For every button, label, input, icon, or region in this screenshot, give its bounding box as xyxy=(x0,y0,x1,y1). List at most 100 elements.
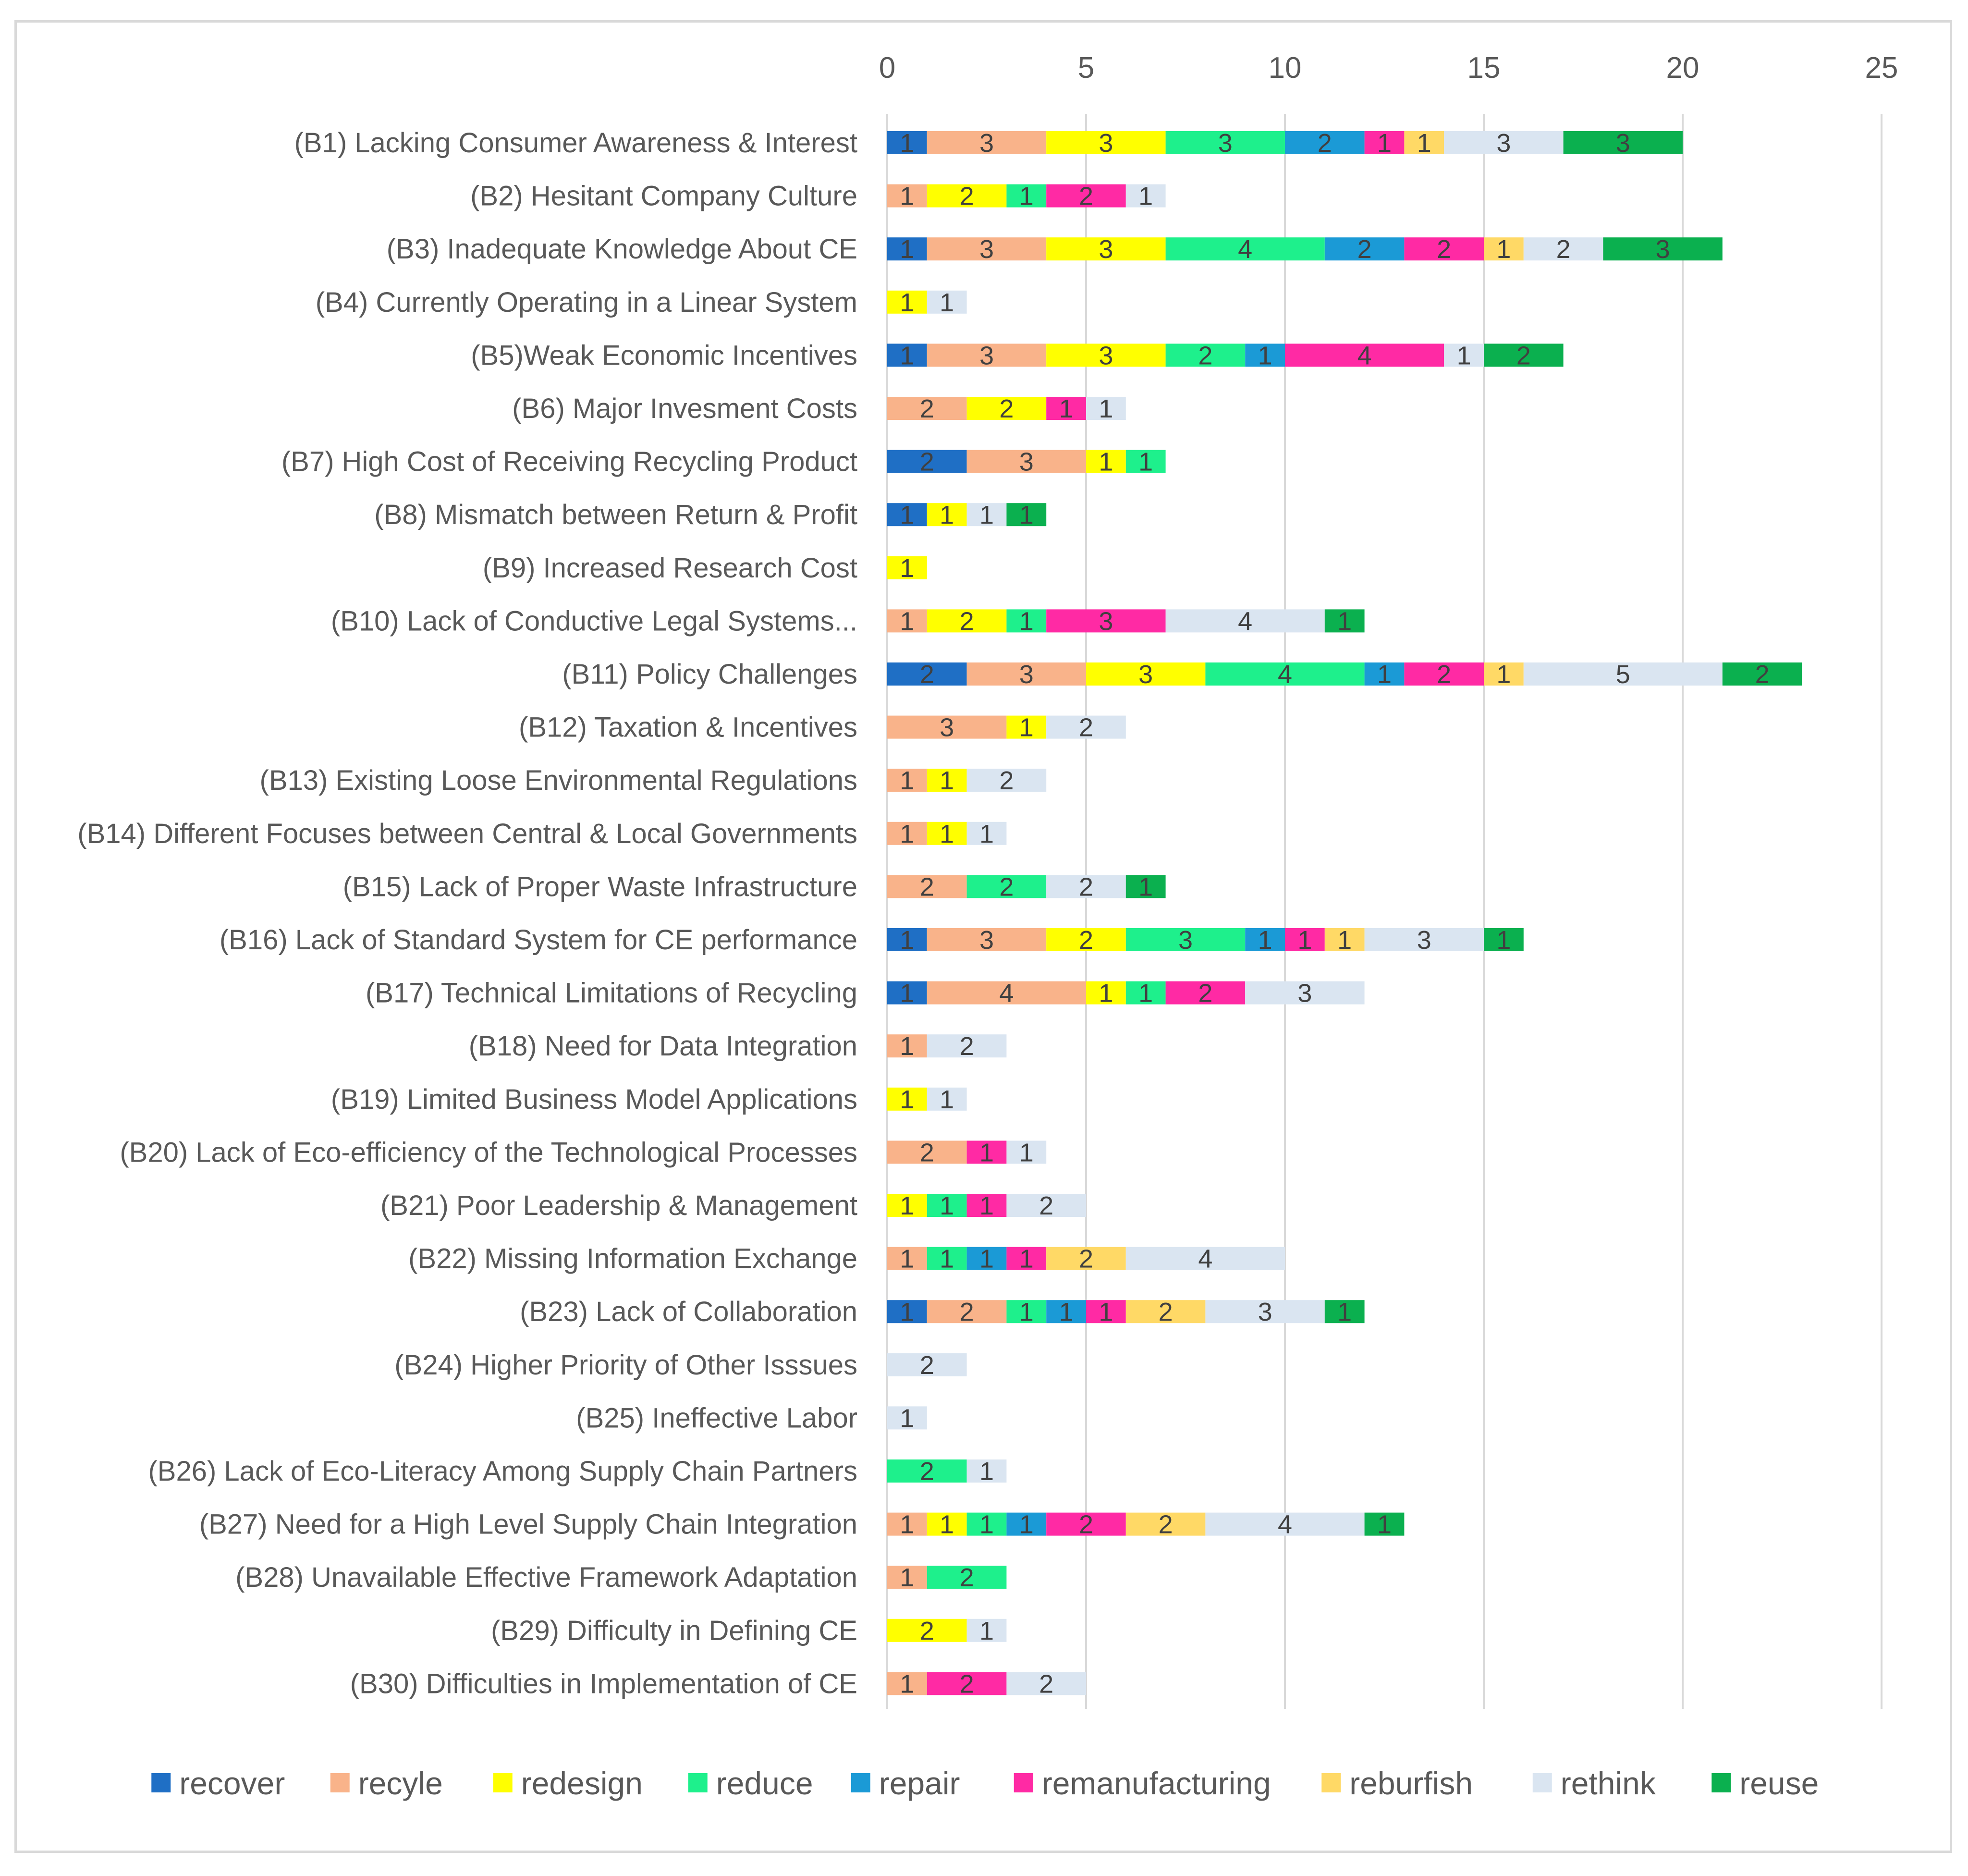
legend-item-repair: repair xyxy=(851,1766,960,1801)
bar-b17-rethink xyxy=(1245,981,1365,1005)
data-label-b9-redesign: 1 xyxy=(900,554,914,583)
data-label-b27-remanufacturing: 2 xyxy=(1079,1510,1093,1539)
bar-b7-redesign xyxy=(1086,450,1126,473)
legend-swatch-redesign xyxy=(493,1773,513,1792)
bar-b3-remanufacturing xyxy=(1404,237,1484,261)
data-label-b5-redesign: 3 xyxy=(1099,341,1113,370)
bar-b22-recyle xyxy=(887,1247,927,1270)
data-label-b16-rethink: 3 xyxy=(1417,926,1431,955)
data-label-b10-reuse: 1 xyxy=(1337,607,1352,636)
data-label-b16-reuse: 1 xyxy=(1496,926,1511,955)
bar-b3-reuse xyxy=(1603,237,1723,261)
legend-label-reduce: reduce xyxy=(716,1766,813,1801)
bar-b2-recyle xyxy=(887,184,927,208)
data-label-b1-rethink: 3 xyxy=(1496,129,1511,158)
data-label-b27-redesign: 1 xyxy=(940,1510,954,1539)
data-label-b3-recover: 1 xyxy=(900,235,914,264)
bar-b11-redesign xyxy=(1086,662,1206,686)
data-label-b16-repair: 1 xyxy=(1258,926,1272,955)
data-label-b4-redesign: 1 xyxy=(900,288,914,317)
bar-b17-remanufacturing xyxy=(1165,981,1246,1005)
bar-b19-rethink xyxy=(927,1087,967,1111)
data-label-b22-reduce: 1 xyxy=(940,1245,954,1274)
bar-b9-redesign xyxy=(887,556,927,579)
bar-b27-repair xyxy=(1006,1512,1047,1536)
bar-b23-remanufacturing xyxy=(1086,1300,1126,1324)
data-label-b25-rethink: 1 xyxy=(900,1404,914,1433)
data-label-b15-reduce: 2 xyxy=(999,872,1014,901)
data-label-b11-recyle: 3 xyxy=(1019,660,1034,689)
bar-b8-recover xyxy=(887,503,927,527)
data-label-b28-recyle: 1 xyxy=(900,1563,914,1592)
legend-swatch-recyle xyxy=(330,1773,350,1792)
bar-b15-reduce xyxy=(966,875,1047,898)
bar-b22-repair xyxy=(966,1247,1007,1270)
bar-b5-rethink xyxy=(1444,343,1484,367)
bar-b10-remanufacturing xyxy=(1046,609,1166,633)
bar-b1-rethink xyxy=(1444,131,1564,154)
bar-b26-rethink xyxy=(966,1459,1007,1483)
data-label-b2-remanufacturing: 2 xyxy=(1079,182,1093,211)
data-label-b3-rethink: 2 xyxy=(1556,235,1571,264)
bar-b11-reburfish xyxy=(1484,662,1524,686)
bar-b5-repair xyxy=(1245,343,1285,367)
data-label-b16-redesign: 2 xyxy=(1079,926,1093,955)
data-label-b30-rethink: 2 xyxy=(1039,1669,1053,1698)
bar-b7-recyle xyxy=(966,450,1086,473)
data-label-b10-rethink: 4 xyxy=(1238,607,1252,636)
category-label-b24: (B24) Higher Priority of Other Isssues xyxy=(394,1349,857,1381)
data-label-b5-rethink: 1 xyxy=(1457,341,1471,370)
bar-b14-redesign xyxy=(927,822,967,845)
data-label-b3-repair: 2 xyxy=(1357,235,1372,264)
bar-b1-repair xyxy=(1285,131,1365,154)
category-label-b30: (B30) Difficulties in Implementation of … xyxy=(350,1668,857,1699)
category-labels: (B1) Lacking Consumer Awareness & Intere… xyxy=(77,127,857,1699)
legend-swatch-rethink xyxy=(1532,1773,1552,1792)
bar-b24-rethink xyxy=(887,1353,967,1376)
bar-b1-reuse xyxy=(1563,131,1683,154)
bar-b10-reuse xyxy=(1324,609,1365,633)
data-label-b18-rethink: 2 xyxy=(960,1032,974,1061)
bar-b1-remanufacturing xyxy=(1364,131,1405,154)
bar-b21-reduce xyxy=(927,1194,967,1217)
bar-b18-recyle xyxy=(887,1034,927,1058)
legend-label-recyle: recyle xyxy=(358,1766,443,1801)
data-label-b16-recyle: 3 xyxy=(979,926,994,955)
legend-swatch-reburfish xyxy=(1321,1773,1341,1792)
category-label-b7: (B7) High Cost of Receiving Recycling Pr… xyxy=(281,446,857,478)
data-label-b11-reduce: 4 xyxy=(1278,660,1292,689)
category-label-b29: (B29) Difficulty in Defining CE xyxy=(491,1615,857,1646)
bar-b23-repair xyxy=(1046,1300,1086,1324)
chart-frame: 0 5 10 15 20 25 (B1) Lacking Consumer Awarene… xyxy=(14,20,1952,1853)
bar-b16-reduce xyxy=(1125,928,1246,951)
bar-b16-recover xyxy=(887,928,927,951)
data-label-b7-redesign: 1 xyxy=(1099,448,1113,477)
data-label-b12-recyle: 3 xyxy=(940,713,954,742)
bar-b1-reduce xyxy=(1165,131,1285,154)
legend-swatch-reuse xyxy=(1711,1773,1731,1792)
bar-b6-rethink xyxy=(1086,397,1126,420)
bar-b6-recyle xyxy=(887,397,967,420)
category-label-b21: (B21) Poor Leadership & Management xyxy=(380,1190,857,1221)
bar-b2-rethink xyxy=(1125,184,1166,208)
data-label-b11-reburfish: 1 xyxy=(1496,660,1511,689)
data-label-b29-redesign: 2 xyxy=(920,1617,934,1645)
data-label-b26-rethink: 1 xyxy=(979,1457,994,1486)
bar-b29-rethink xyxy=(966,1619,1007,1642)
data-label-b1-reburfish: 1 xyxy=(1417,129,1431,158)
data-label-b5-reuse: 2 xyxy=(1516,341,1531,370)
data-label-b10-reduce: 1 xyxy=(1019,607,1034,636)
bar-b8-rethink xyxy=(966,503,1007,527)
data-label-b23-repair: 1 xyxy=(1059,1298,1074,1326)
data-label-b13-rethink: 2 xyxy=(999,766,1014,795)
category-label-b18: (B18) Need for Data Integration xyxy=(469,1030,857,1062)
data-label-b20-remanufacturing: 1 xyxy=(979,1138,994,1167)
bar-b17-redesign xyxy=(1086,981,1126,1005)
bar-b22-reduce xyxy=(927,1247,967,1270)
bar-b20-remanufacturing xyxy=(966,1140,1007,1164)
data-label-b22-recyle: 1 xyxy=(900,1245,914,1274)
data-label-b3-reuse: 3 xyxy=(1656,235,1670,264)
data-label-b21-rethink: 2 xyxy=(1039,1191,1053,1220)
bar-b21-redesign xyxy=(887,1194,927,1217)
data-label-b23-rethink: 3 xyxy=(1258,1298,1272,1326)
